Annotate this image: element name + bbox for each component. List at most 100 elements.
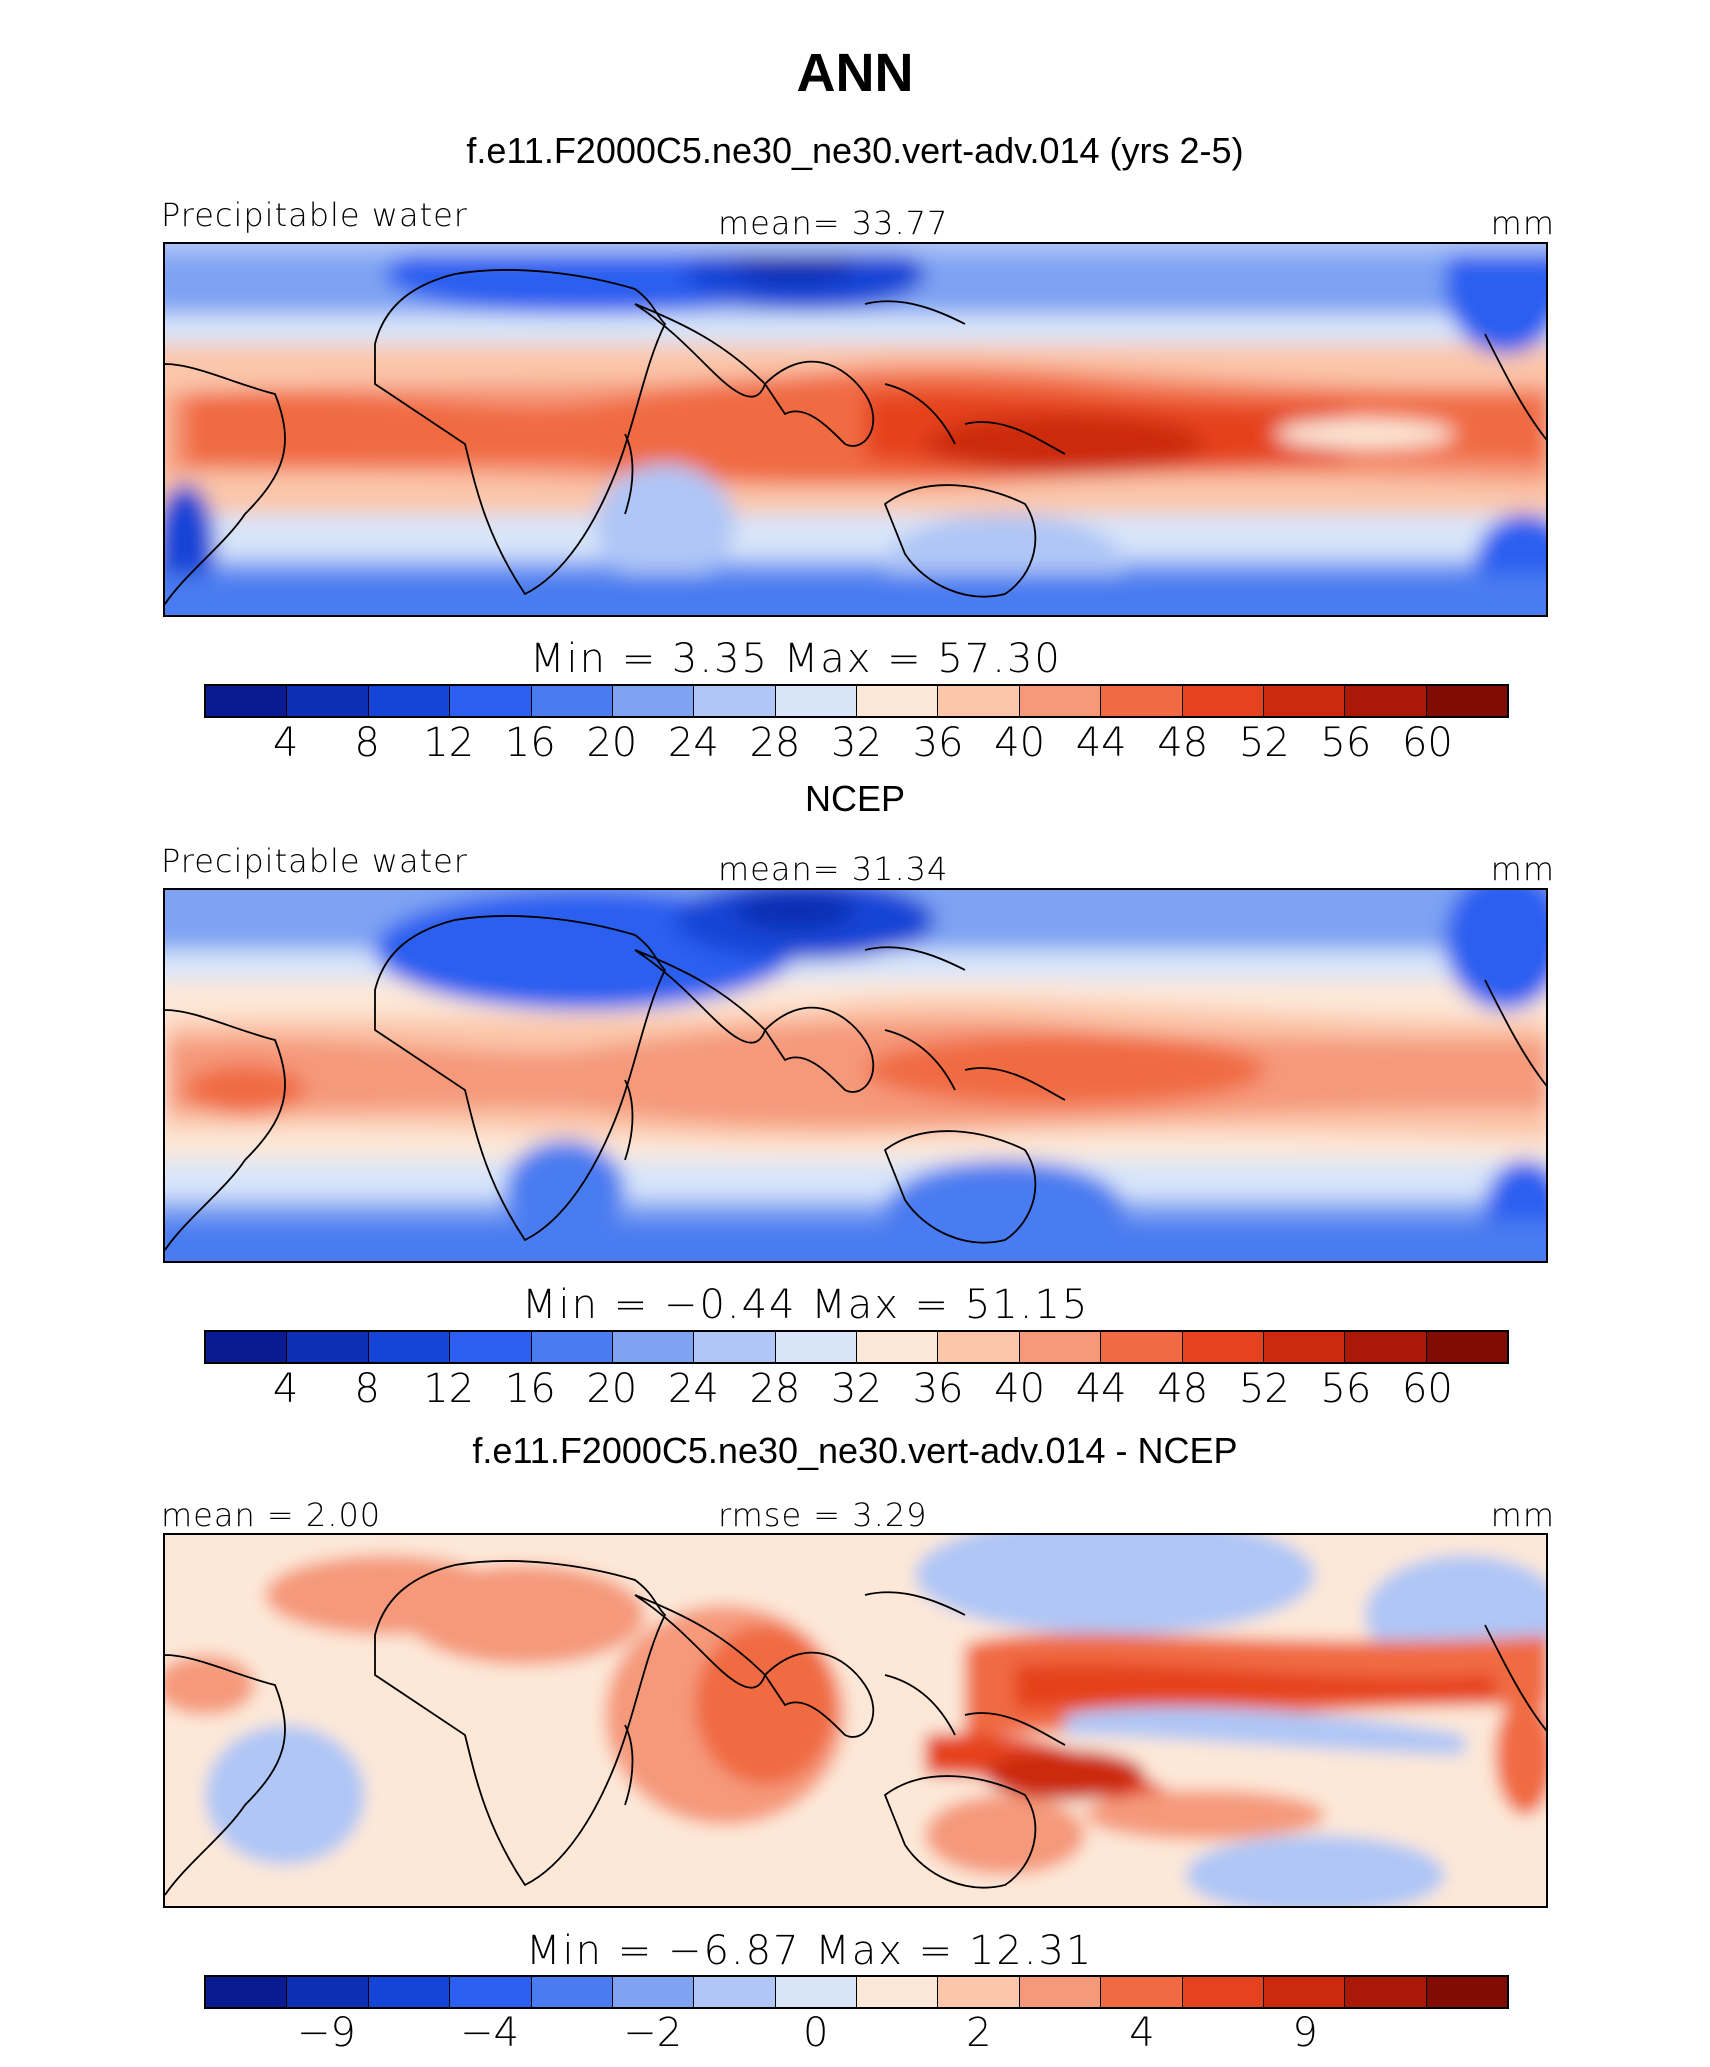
panel-2-title: NCEP — [804, 778, 906, 819]
colorbar-tick-label: 44 — [1075, 720, 1127, 766]
colorbar-tick-label: 28 — [749, 720, 801, 766]
colorbar-tick-label: −2 — [623, 2010, 683, 2056]
colorbar-swatch — [694, 1977, 776, 2007]
colorbar-swatch — [368, 1977, 451, 2007]
colorbar-swatch — [531, 686, 613, 716]
colorbar-swatch — [450, 686, 532, 716]
colorbar-tick-label: 48 — [1157, 720, 1209, 766]
colorbar-swatch — [450, 1332, 532, 1362]
colorbar-swatch — [287, 1332, 369, 1362]
colorbar-tick-label: 44 — [1075, 1366, 1127, 1412]
colorbar-swatch — [206, 1332, 288, 1362]
panel-3-units: mm — [1490, 1496, 1555, 1534]
panel-2-mean-label: mean= 31.34 — [718, 850, 949, 888]
colorbar-tick-label: 12 — [423, 1366, 475, 1412]
colorbar-swatch — [368, 1332, 451, 1362]
colorbar-tick-label: 52 — [1238, 720, 1290, 766]
colorbar-swatch — [694, 686, 776, 716]
colorbar-tick-label: 16 — [504, 1366, 556, 1412]
colorbar-tick-label: 16 — [504, 720, 556, 766]
colorbar-swatch — [1263, 686, 1346, 716]
panel-3-rmse-label: rmse = 3.29 — [718, 1496, 928, 1534]
colorbar-tick-label: 4 — [1129, 2010, 1155, 2056]
colorbar-swatch — [206, 1977, 288, 2007]
colorbar-swatch — [1182, 1332, 1264, 1362]
colorbar-swatch — [1426, 1332, 1507, 1362]
colorbar-swatch — [368, 686, 451, 716]
colorbar-swatch — [1019, 686, 1102, 716]
colorbar-swatch — [775, 1332, 857, 1362]
colorbar-tick-label: 56 — [1320, 720, 1372, 766]
panel-1-map — [163, 242, 1548, 617]
colorbar-swatch — [1426, 1977, 1507, 2007]
colorbar-swatch — [1263, 1977, 1346, 2007]
panel-2-coastlines — [165, 915, 1546, 1251]
panel-2-field — [165, 890, 1546, 1261]
colorbar-tick-label: 60 — [1401, 1366, 1453, 1412]
panel-3-field — [165, 1535, 1546, 1906]
colorbar-tick-label: 8 — [354, 1366, 380, 1412]
colorbar-swatch — [857, 686, 939, 716]
colorbar-swatch — [287, 686, 369, 716]
panel-2-units: mm — [1490, 850, 1555, 888]
panel-3-mean-label: mean = 2.00 — [161, 1496, 382, 1534]
colorbar-tick-label: 9 — [1292, 2010, 1318, 2056]
panel-1-colorbar-ticks: 4 8 12 16 20 24 28 32 36 40 44 48 52 56 60 — [204, 720, 1509, 770]
colorbar-swatch — [531, 1332, 613, 1362]
colorbar-tick-label: 40 — [994, 720, 1046, 766]
colorbar-swatch — [206, 686, 288, 716]
colorbar-tick-label: 36 — [912, 1366, 964, 1412]
panel-1-min-max: Min = 3.35 Max = 57.30 — [530, 636, 1062, 682]
colorbar-tick-label: 56 — [1320, 1366, 1372, 1412]
colorbar-swatch — [1019, 1332, 1102, 1362]
panel-1-title: f.e11.F2000C5.ne30_ne30.vert-adv.014 (yr… — [466, 130, 1244, 171]
colorbar-swatch — [857, 1332, 939, 1362]
colorbar-swatch — [1101, 1332, 1183, 1362]
panel-3-min-max: Min = −6.87 Max = 12.31 — [526, 1928, 1094, 1974]
colorbar-swatch — [450, 1977, 532, 2007]
panel-3-colorbar-ticks: −9 −4 −2 0 2 4 9 — [204, 2010, 1509, 2060]
colorbar-swatch — [1182, 1977, 1264, 2007]
panel-2-colorbar-ticks: 4 8 12 16 20 24 28 32 36 40 44 48 52 56 60 — [204, 1366, 1509, 1416]
colorbar-swatch — [612, 1332, 695, 1362]
colorbar-swatch — [287, 1977, 369, 2007]
figure-title: ANN — [796, 43, 914, 103]
panel-1-units: mm — [1490, 204, 1555, 242]
colorbar-swatch — [1263, 1332, 1346, 1362]
colorbar-tick-label: 48 — [1157, 1366, 1209, 1412]
colorbar-tick-label: 32 — [831, 720, 882, 766]
colorbar-tick-label: 60 — [1401, 720, 1453, 766]
panel-1-field — [165, 244, 1546, 615]
colorbar-swatch — [1345, 1977, 1427, 2007]
colorbar-tick-label: 12 — [423, 720, 475, 766]
colorbar-swatch — [1345, 1332, 1427, 1362]
panel-3-coastlines — [165, 1560, 1546, 1896]
colorbar-tick-label: 2 — [966, 2010, 992, 2056]
panel-1-variable-label: Precipitable water — [161, 196, 468, 234]
panel-3-title: f.e11.F2000C5.ne30_ne30.vert-adv.014 - N… — [472, 1430, 1238, 1471]
colorbar-tick-label: 4 — [272, 1366, 299, 1412]
colorbar-tick-label: 36 — [912, 720, 964, 766]
colorbar-swatch — [857, 1977, 939, 2007]
colorbar-tick-label: 32 — [831, 1366, 882, 1412]
colorbar-tick-label: 20 — [586, 1366, 638, 1412]
panel-2-map — [163, 888, 1548, 1263]
panel-2-min-max: Min = −0.44 Max = 51.15 — [522, 1282, 1090, 1328]
panel-2-colorbar — [204, 1330, 1509, 1364]
panel-1-colorbar — [204, 684, 1509, 718]
colorbar-tick-label: 0 — [802, 2010, 829, 2056]
colorbar-tick-label: 20 — [586, 720, 638, 766]
panel-3-map — [163, 1533, 1548, 1908]
panel-3-colorbar — [204, 1975, 1509, 2009]
colorbar-swatch — [531, 1977, 613, 2007]
colorbar-swatch — [612, 686, 695, 716]
colorbar-swatch — [938, 1332, 1020, 1362]
colorbar-swatch — [938, 1977, 1020, 2007]
colorbar-tick-label: 24 — [667, 720, 719, 766]
panel-1-mean-label: mean= 33.77 — [718, 204, 949, 242]
colorbar-tick-label: 4 — [272, 720, 299, 766]
colorbar-swatch — [694, 1332, 776, 1362]
colorbar-tick-label: 8 — [354, 720, 380, 766]
colorbar-swatch — [1345, 686, 1427, 716]
colorbar-swatch — [1182, 686, 1264, 716]
